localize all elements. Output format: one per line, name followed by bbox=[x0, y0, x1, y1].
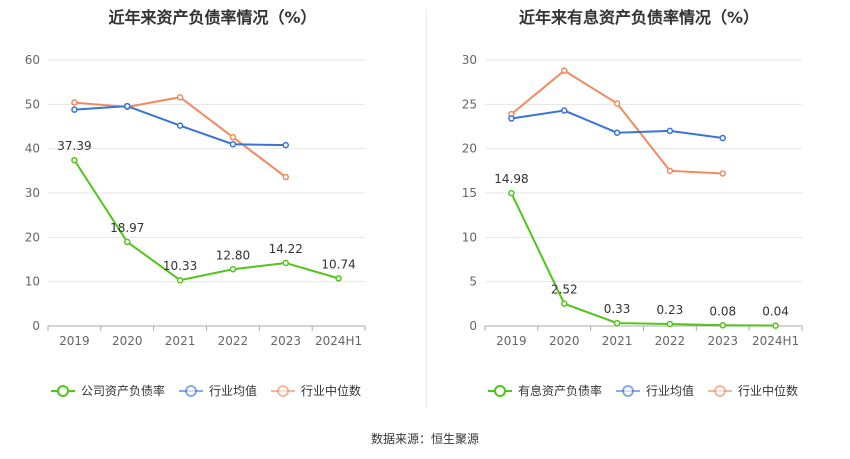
data-point bbox=[613, 319, 621, 327]
legend-label: 行业均值 bbox=[646, 383, 694, 398]
x-tick-label: 2021 bbox=[165, 334, 196, 348]
x-tick-label: 2022 bbox=[218, 334, 249, 348]
x-tick-label: 2021 bbox=[602, 334, 633, 348]
legend-marker bbox=[622, 385, 634, 397]
legend-marker bbox=[277, 385, 289, 397]
left-chart-panel: 近年来资产负债率情况（%） 0 10 20 30 40 50 60 2019 2020 2021 2… bbox=[0, 0, 425, 420]
series-line bbox=[510, 69, 723, 175]
data-label: 14.98 bbox=[494, 172, 528, 186]
legend-marker bbox=[57, 385, 69, 397]
legend-label: 公司资产负债率 bbox=[81, 383, 165, 398]
data-point bbox=[124, 102, 131, 110]
data-label: 0.08 bbox=[709, 304, 736, 318]
chart-title: 近年来资产负债率情况（%） bbox=[108, 8, 317, 27]
y-tick-label: 20 bbox=[462, 142, 477, 156]
data-point bbox=[176, 122, 184, 129]
data-point bbox=[229, 133, 237, 141]
data-point bbox=[561, 300, 568, 307]
x-tick-label: 2024H1 bbox=[315, 334, 362, 348]
data-label: 0.33 bbox=[604, 302, 631, 316]
y-tick-label: 0 bbox=[32, 319, 40, 333]
y-tick-label: 25 bbox=[462, 97, 477, 111]
x-tick-label: 2023 bbox=[707, 334, 738, 348]
data-label: 10.33 bbox=[163, 259, 197, 273]
data-point bbox=[71, 156, 78, 164]
x-tick-label: 2019 bbox=[59, 334, 90, 348]
data-point bbox=[71, 99, 78, 106]
data-point bbox=[613, 100, 621, 107]
y-tick-label: 40 bbox=[25, 142, 40, 156]
panel-divider bbox=[426, 10, 427, 408]
data-point bbox=[561, 67, 568, 74]
chart-title: 近年来有息资产负债率情况（%） bbox=[518, 8, 760, 27]
x-tick-label: 2020 bbox=[549, 334, 580, 348]
legend-marker bbox=[494, 385, 506, 397]
y-tick-label: 0 bbox=[469, 319, 477, 333]
data-point bbox=[666, 320, 674, 328]
data-label: 0.04 bbox=[762, 305, 789, 319]
legend-label: 有息资产负债率 bbox=[518, 383, 602, 398]
left-chart-svg: 0 10 20 30 40 50 60 2019 2020 2021 2022 2023 2024H1 3… bbox=[25, 53, 366, 398]
legend-marker bbox=[714, 385, 726, 397]
y-tick-label: 5 bbox=[469, 275, 477, 289]
data-point bbox=[719, 322, 726, 329]
data-label: 18.97 bbox=[110, 221, 144, 235]
data-point bbox=[335, 275, 342, 282]
data-point bbox=[666, 127, 674, 135]
y-tick-label: 60 bbox=[25, 53, 40, 67]
data-point bbox=[176, 93, 184, 101]
x-tick-label: 2023 bbox=[270, 334, 301, 348]
y-tick-label: 30 bbox=[462, 53, 477, 67]
data-point bbox=[282, 259, 289, 267]
data-point bbox=[561, 107, 568, 114]
data-label: 14.22 bbox=[269, 242, 303, 256]
y-tick-label: 10 bbox=[462, 230, 477, 244]
legend-label: 行业中位数 bbox=[301, 383, 361, 398]
series-line bbox=[74, 96, 287, 178]
y-tick-label: 15 bbox=[462, 186, 477, 200]
data-point bbox=[508, 115, 515, 122]
series-line bbox=[510, 192, 776, 327]
x-tick-label: 2024H1 bbox=[752, 334, 799, 348]
legend-label: 行业中位数 bbox=[738, 383, 798, 398]
data-point bbox=[176, 276, 184, 284]
y-tick-label: 50 bbox=[25, 97, 40, 111]
legend-marker bbox=[185, 385, 197, 397]
series-line bbox=[73, 159, 339, 282]
data-point bbox=[229, 266, 237, 273]
data-label: 10.74 bbox=[321, 257, 355, 271]
data-label: 12.80 bbox=[216, 248, 250, 262]
data-point bbox=[508, 189, 515, 197]
y-tick-label: 10 bbox=[25, 275, 40, 289]
x-tick-label: 2019 bbox=[496, 334, 527, 348]
x-tick-label: 2020 bbox=[112, 334, 143, 348]
right-chart-svg: 0 5 10 15 20 25 30 2019 2020 2021 2022 2023 2024H1 14… bbox=[462, 53, 803, 398]
legend-label: 行业均值 bbox=[209, 383, 257, 398]
data-label: 37.39 bbox=[57, 139, 91, 153]
x-tick-label: 2022 bbox=[655, 334, 686, 348]
data-point bbox=[71, 106, 78, 113]
data-point bbox=[772, 322, 779, 329]
data-point bbox=[229, 140, 237, 148]
data-label: 2.52 bbox=[551, 283, 578, 297]
data-point bbox=[282, 173, 289, 181]
data-label: 0.23 bbox=[657, 303, 684, 317]
y-tick-label: 30 bbox=[25, 186, 40, 200]
data-point bbox=[719, 134, 726, 142]
data-point bbox=[666, 167, 674, 175]
y-tick-label: 20 bbox=[25, 230, 40, 244]
right-chart-panel: 近年来有息资产负债率情况（%） 0 5 10 15 20 25 30 2019 2020 2021… bbox=[428, 0, 850, 420]
data-point bbox=[124, 238, 131, 246]
data-point bbox=[282, 141, 289, 149]
data-point bbox=[719, 170, 726, 177]
source-note: 数据来源：恒生聚源 bbox=[370, 432, 479, 446]
data-point bbox=[613, 129, 621, 136]
